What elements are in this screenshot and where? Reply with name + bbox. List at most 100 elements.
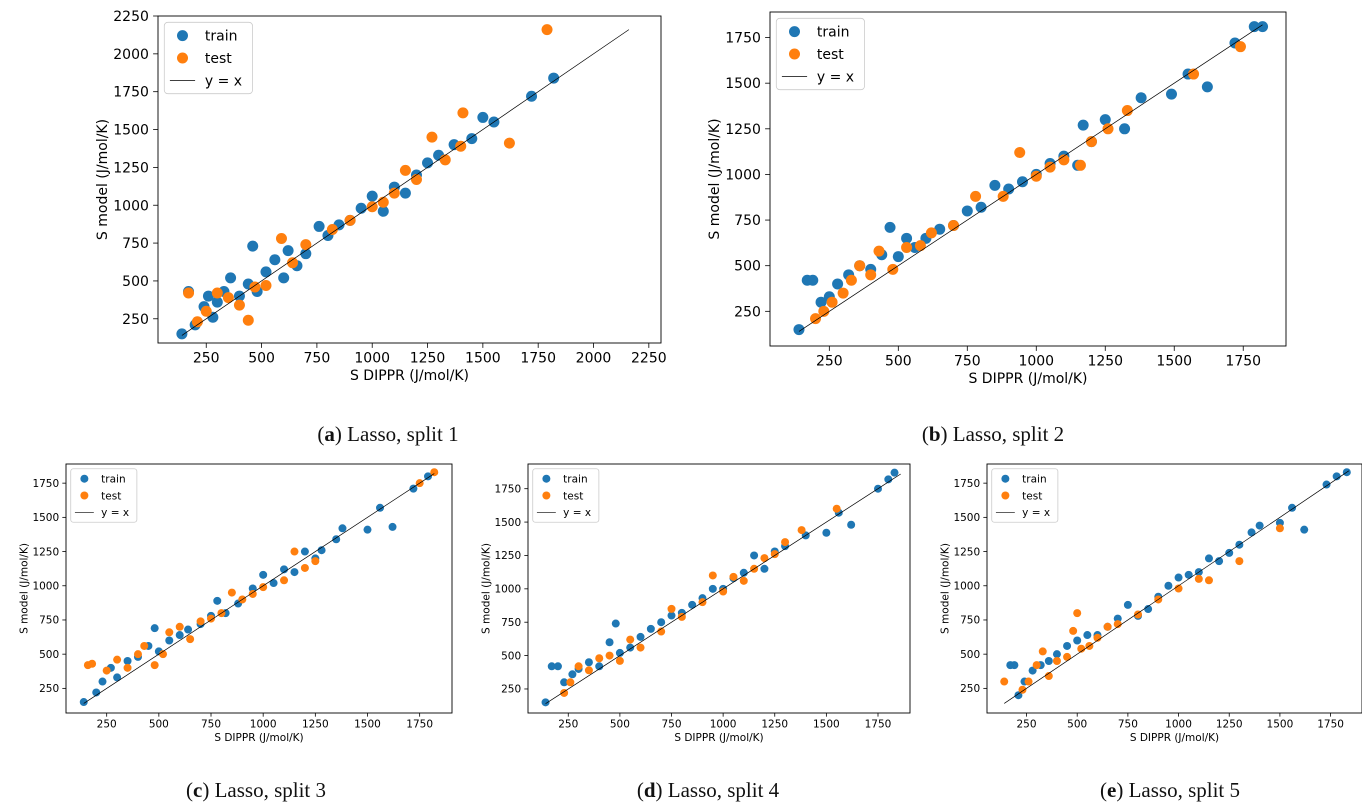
y-axis-label: S model (J/mol/K) (940, 543, 952, 634)
x-tick-label: 500 (610, 719, 630, 731)
y-tick-label: 1500 (725, 76, 761, 92)
caption-letter: e (1107, 778, 1117, 802)
point-test (636, 643, 645, 652)
point-test (925, 227, 937, 239)
point-test (275, 233, 287, 245)
point-test (300, 239, 312, 251)
point-test (1018, 685, 1027, 694)
x-tick-label: 750 (304, 351, 331, 367)
point-test (200, 305, 212, 317)
caption-a: (a) Lasso, split 1 (317, 422, 459, 446)
point-test (1235, 557, 1244, 566)
point-test (186, 635, 195, 644)
y-axis-label: S model (J/mol/K) (95, 119, 111, 240)
legend-marker-test (789, 48, 800, 60)
point-test (233, 299, 245, 311)
y-tick-label: 1500 (113, 123, 149, 139)
caption-letter: c (193, 778, 203, 802)
point-train (1016, 176, 1028, 188)
point-train (832, 278, 844, 290)
point-test (1063, 652, 1072, 661)
legend-marker-train (1001, 474, 1010, 483)
legend-marker-test (542, 491, 551, 500)
point-test (259, 583, 268, 592)
y-tick-label: 500 (39, 649, 59, 661)
point-train (150, 624, 159, 633)
y-tick-label: 1000 (725, 167, 761, 183)
point-test (1188, 68, 1200, 80)
point-train (300, 547, 309, 556)
point-train (989, 179, 1001, 191)
x-tick-label: 1250 (410, 351, 446, 367)
point-test (1073, 609, 1082, 618)
x-tick-label: 750 (201, 719, 221, 731)
point-test (901, 241, 913, 253)
legend-marker-train (177, 30, 188, 42)
point-train (79, 698, 88, 707)
point-test (797, 526, 806, 535)
point-train (113, 673, 122, 682)
point-train (739, 568, 748, 577)
y-tick-label: 1250 (953, 546, 980, 558)
point-train (1164, 581, 1173, 590)
y-tick-label: 750 (960, 615, 980, 627)
point-train (708, 584, 717, 593)
point-train (1257, 21, 1269, 33)
point-train (1083, 631, 1092, 640)
point-test (818, 305, 830, 317)
x-axis-label: S DIPPR (J/mol/K) (214, 732, 303, 744)
y-tick-label: 250 (122, 312, 149, 328)
point-train (1044, 657, 1053, 666)
y-tick-label: 1250 (725, 122, 761, 138)
point-train (1275, 518, 1284, 527)
point-test (970, 190, 982, 202)
point-train (338, 524, 347, 533)
point-train (123, 657, 132, 666)
point-test (1085, 136, 1097, 148)
point-train (260, 266, 272, 278)
point-train (1288, 503, 1297, 512)
point-test (1069, 626, 1078, 635)
point-train (165, 636, 174, 645)
point-test (947, 220, 959, 232)
legend-label: y = x (817, 69, 854, 85)
x-tick-label: 1500 (465, 351, 501, 367)
y-tick-label: 1000 (113, 198, 149, 214)
point-test (1014, 147, 1026, 159)
x-tick-label: 1750 (406, 719, 433, 731)
x-tick-label: 2250 (631, 351, 667, 367)
x-tick-label: 1750 (520, 351, 556, 367)
plot-frame (157, 15, 662, 344)
point-train (377, 205, 389, 217)
legend-label: test (563, 490, 583, 502)
point-test (249, 281, 261, 293)
y-tick-label: 1500 (494, 517, 521, 529)
point-train (760, 564, 769, 573)
x-tick-label: 1500 (354, 719, 381, 731)
y-tick-label: 250 (501, 684, 521, 696)
point-test (657, 627, 666, 636)
point-train (1010, 661, 1019, 670)
point-test (102, 666, 111, 675)
y-tick-label: 250 (734, 304, 761, 320)
x-tick-label: 250 (1017, 719, 1037, 731)
point-test (287, 257, 299, 269)
point-train (363, 525, 372, 534)
point-test (1038, 647, 1047, 656)
point-train (1014, 691, 1023, 700)
point-train (548, 72, 560, 84)
series-test (560, 504, 841, 697)
point-train (822, 528, 831, 537)
point-train (388, 522, 397, 531)
point-test (626, 635, 635, 644)
point-test (311, 557, 320, 566)
point-test (457, 107, 469, 119)
point-test (832, 504, 841, 513)
y-axis-label: S model (J/mol/K) (707, 118, 723, 239)
point-train (225, 272, 237, 284)
point-test (837, 287, 849, 299)
point-train (584, 658, 593, 667)
point-test (1044, 161, 1056, 173)
y-tick-label: 1250 (32, 546, 59, 558)
